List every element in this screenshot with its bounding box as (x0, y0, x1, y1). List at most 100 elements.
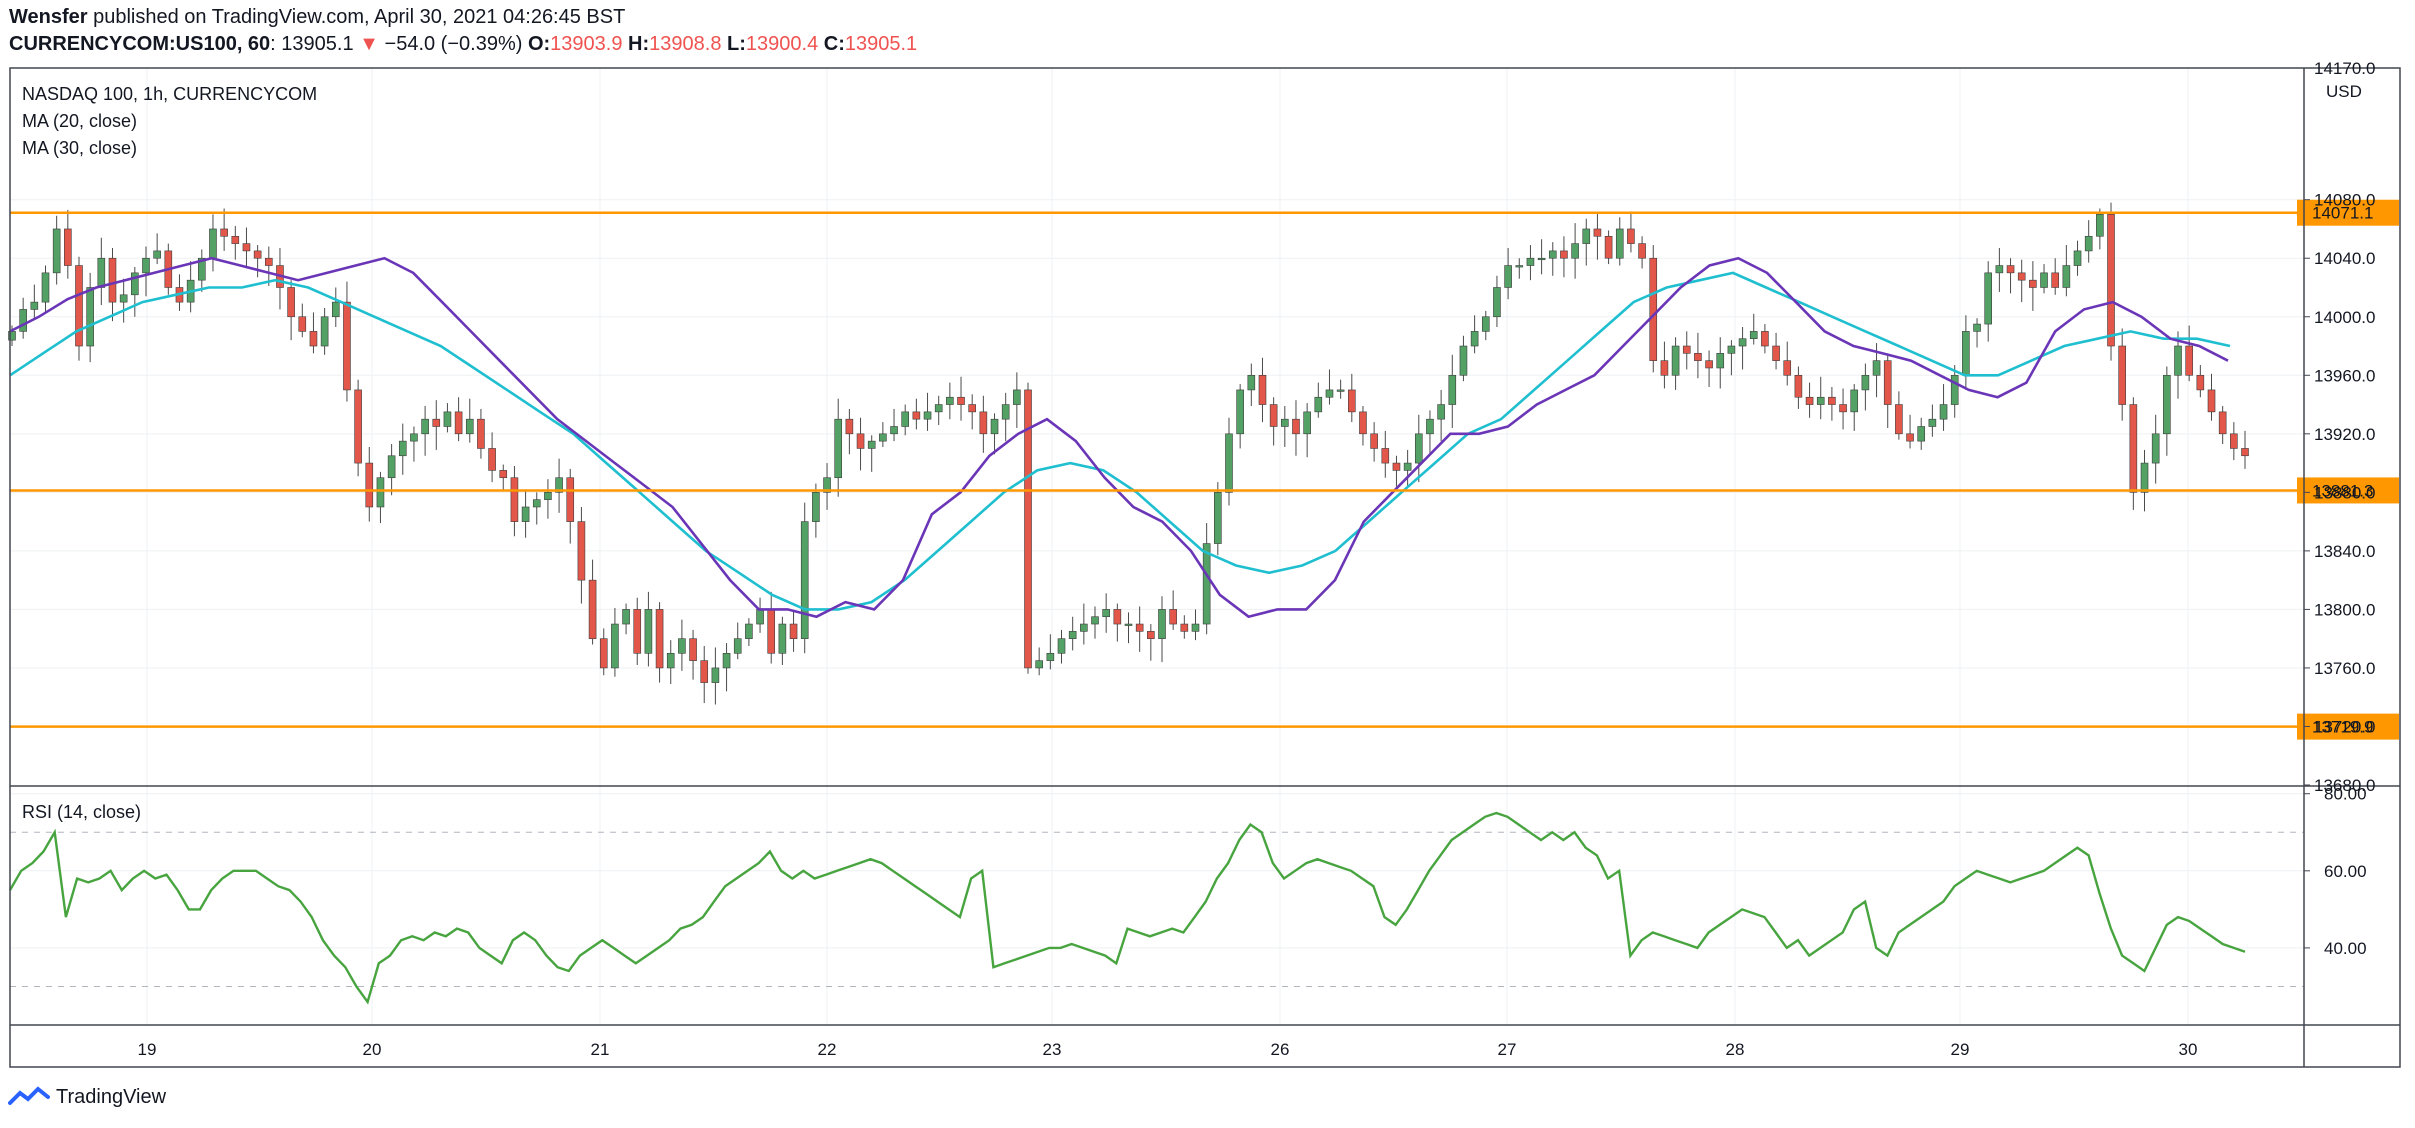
candle-body (1359, 411, 1367, 435)
price-tick-label: 13920.0 (2314, 425, 2375, 444)
candle-body (2241, 448, 2249, 457)
candle-body (220, 228, 228, 237)
candle-body (1057, 638, 1066, 654)
price-tick-label: 14170.0 (2314, 59, 2375, 78)
price-tick-label: 13720.0 (2314, 717, 2375, 736)
candle-body (2062, 265, 2071, 288)
candle-body (1984, 272, 1993, 325)
candle-body (521, 506, 530, 522)
candle-body (52, 228, 61, 274)
candle-body (1348, 389, 1356, 413)
candle-body (845, 418, 854, 435)
candle-body (1727, 345, 1736, 354)
publisher-name[interactable]: Wensfer (9, 6, 88, 28)
ma30-legend[interactable]: MA (30, close) (22, 138, 137, 158)
candle-body (1258, 374, 1267, 405)
level-badge (2297, 713, 2399, 740)
time-tick-label: 20 (363, 1040, 382, 1059)
tradingview-logo-icon (8, 1086, 50, 1105)
candle-body (1548, 250, 1557, 259)
rsi-pane-title[interactable]: RSI (14, close) (22, 802, 141, 822)
candle-body (1515, 265, 1524, 268)
candle-body (812, 492, 820, 522)
candle-body (1180, 623, 1189, 632)
candle-body (86, 287, 94, 347)
candle-body (1102, 609, 1110, 618)
open-value: 13903.9 (550, 33, 623, 55)
change-down-icon: ▼ (359, 33, 379, 55)
price-tick-label: 13960.0 (2314, 366, 2375, 385)
candle-body (1593, 228, 1602, 237)
candle-body (544, 492, 552, 500)
candle-body (119, 294, 128, 303)
candle-body (1135, 623, 1144, 632)
candle-body (1336, 389, 1345, 392)
candle-body (1995, 265, 2004, 274)
candle-body (566, 477, 575, 522)
candle-body (209, 228, 217, 259)
candle-body (97, 257, 106, 288)
currency-label: USD (2326, 82, 2362, 101)
candle-body (1013, 389, 1021, 405)
ma20-legend[interactable]: MA (20, close) (22, 111, 137, 131)
candle-body (398, 440, 407, 457)
candle-body (1414, 433, 1423, 464)
candle-body (689, 638, 697, 661)
candle-body (1749, 331, 1758, 340)
candle-body (2096, 214, 2104, 237)
candle-body (231, 235, 240, 244)
candle-body (2084, 235, 2093, 252)
time-tick-label: 22 (818, 1040, 837, 1059)
candle-body (2017, 272, 2026, 281)
candle-body (666, 653, 675, 669)
candle-body (1381, 448, 1390, 464)
candle-body (1046, 653, 1055, 661)
candle-body (1906, 433, 1914, 442)
close-value: 13905.1 (844, 33, 918, 55)
candle-body (142, 257, 150, 274)
time-tick-label: 23 (1043, 1040, 1062, 1059)
ohlc-header: CURRENCYCOM:US100, 60: 13905.1 ▼ −54.0 (… (9, 33, 918, 55)
candle-body (1169, 609, 1177, 625)
candle-body (1024, 389, 1032, 669)
candle-body (722, 653, 731, 669)
candle-body (923, 411, 932, 420)
candle-body (1973, 323, 1981, 332)
candle-body (1794, 374, 1803, 398)
horizontal-levels: 14071.1 13881.3 13719.9 (10, 199, 2399, 740)
candle-body (1035, 660, 1043, 669)
chart-grid (10, 68, 2304, 1025)
candle-body (1247, 374, 1256, 391)
candle-body (1303, 411, 1311, 435)
candle-body (577, 521, 586, 581)
candle-body (2040, 272, 2048, 288)
candle-body (1113, 609, 1122, 625)
candle-body (1738, 338, 1747, 347)
candle-body (1526, 257, 1535, 266)
chart-axes: 14170.0 14080.0 14040.0 14000.0 13960.0 13920… (9, 59, 2401, 1068)
candle-body (499, 470, 508, 479)
candle-body (1671, 345, 1680, 376)
price-tick-label: 13680.0 (2314, 776, 2375, 795)
candle-body (410, 433, 418, 442)
candle-body (789, 623, 798, 639)
candle-body (778, 623, 787, 654)
candle-body (644, 609, 653, 654)
tradingview-footer[interactable]: TradingView (8, 1085, 166, 1109)
candle-body (946, 396, 954, 405)
candle-body (890, 426, 898, 435)
time-tick-label: 29 (1951, 1040, 1970, 1059)
candle-body (1124, 623, 1133, 626)
candle-body (365, 462, 374, 508)
candle-body (1448, 374, 1457, 405)
price-tick-label: 14040.0 (2314, 249, 2375, 268)
candle-body (934, 404, 943, 413)
candle-body (1627, 228, 1635, 244)
price-change: −54.0 (−0.39%) (384, 33, 523, 55)
candle-body (2051, 272, 2059, 288)
candle-body (2006, 265, 2015, 274)
price-tick-label: 13800.0 (2314, 600, 2375, 619)
candle-body (1147, 631, 1155, 639)
candle-body (633, 609, 642, 654)
